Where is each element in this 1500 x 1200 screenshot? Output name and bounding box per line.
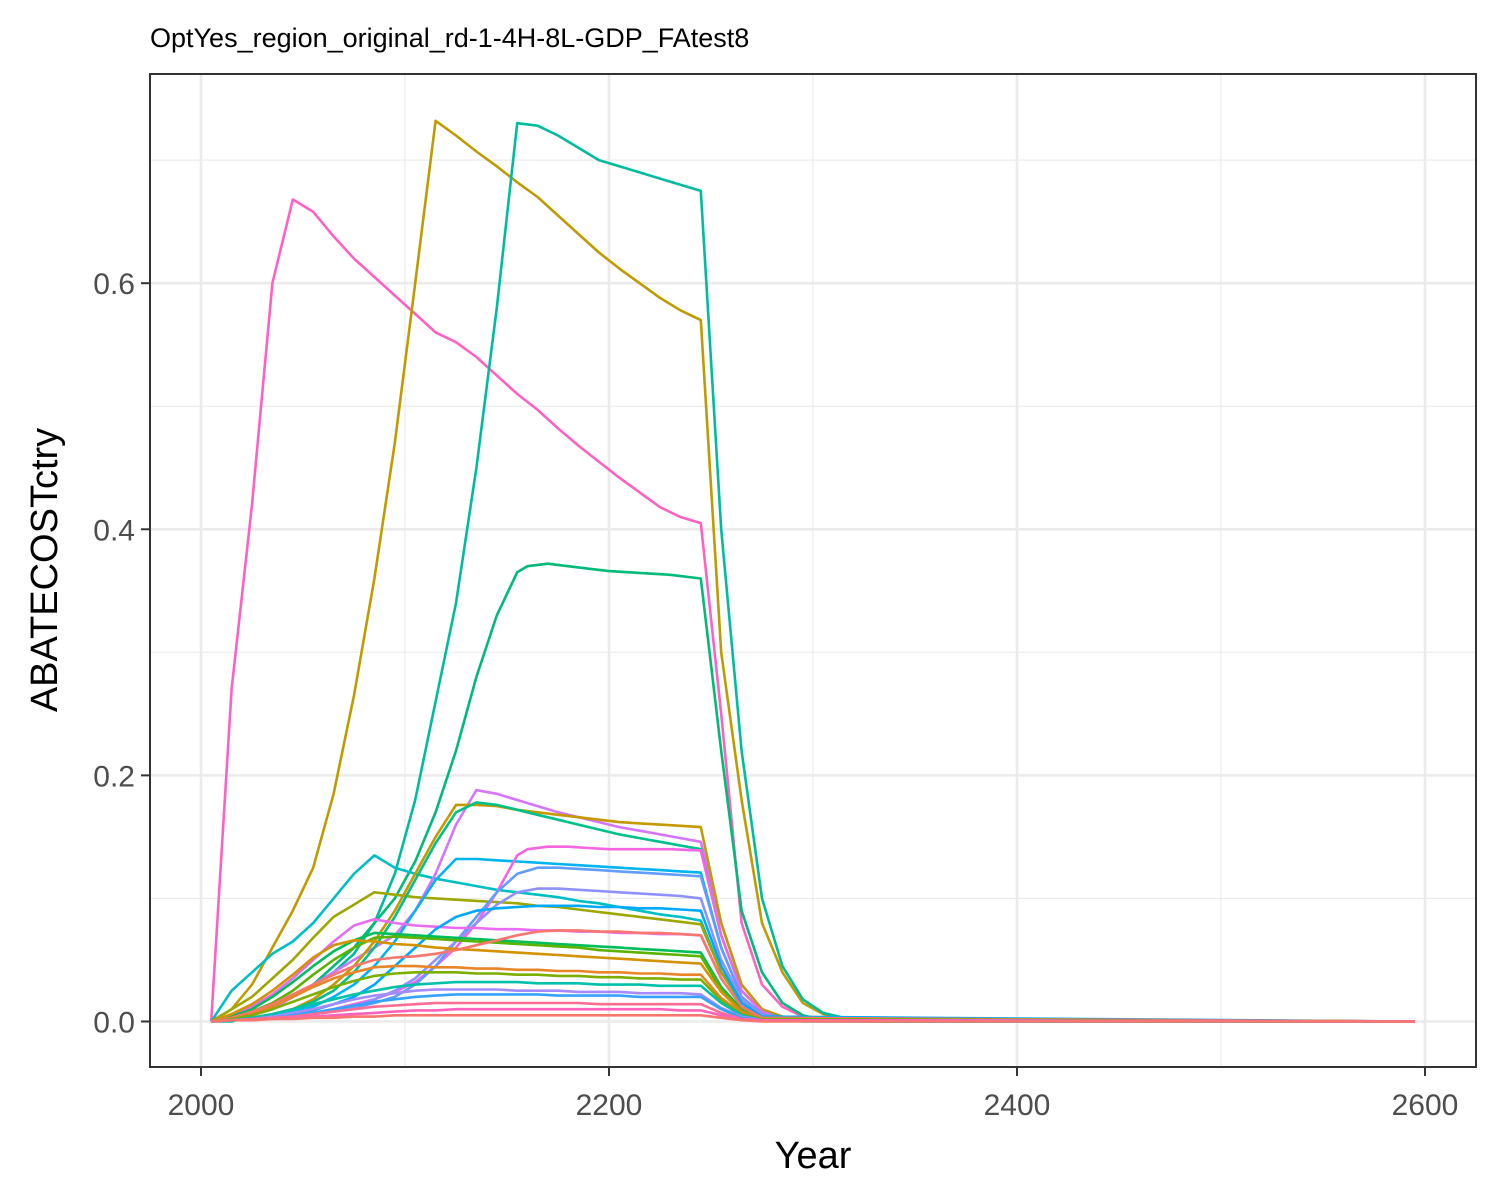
y-tick-label: 0.2: [93, 760, 135, 793]
y-tick-label: 0.0: [93, 1006, 135, 1039]
plot-title: OptYes_region_original_rd-1-4H-8L-GDP_FA…: [150, 23, 749, 53]
x-tick-label: 2400: [984, 1089, 1051, 1122]
y-tick-label: 0.6: [93, 268, 135, 301]
x-tick-label: 2600: [1392, 1089, 1459, 1122]
y-tick-label: 0.4: [93, 514, 135, 547]
x-axis-title: Year: [775, 1135, 852, 1177]
x-tick-label: 2200: [576, 1089, 643, 1122]
x-tick-label: 2000: [168, 1089, 235, 1122]
y-axis-title: ABATECOSTctry: [24, 428, 66, 712]
